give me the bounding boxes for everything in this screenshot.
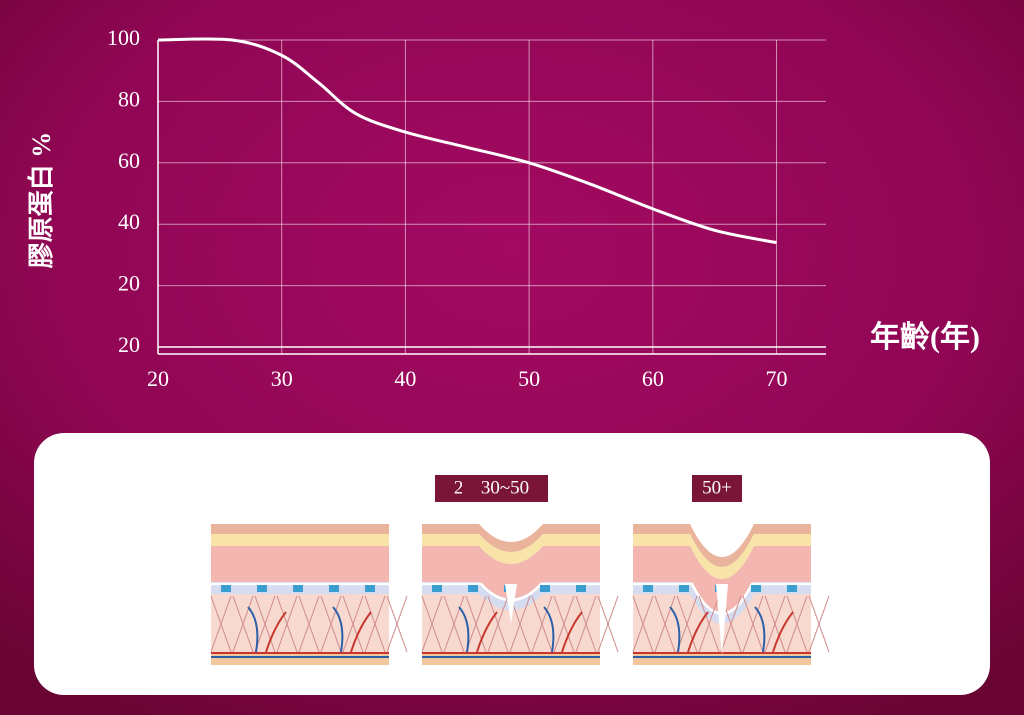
skin-layer [211,534,389,546]
skin-layer [633,546,811,612]
stage-label: 50+ [702,477,732,498]
vessel [669,606,766,653]
skin-cell [293,585,303,592]
fiber [421,595,443,653]
skin-cell [576,585,586,592]
skin-cell [751,585,761,592]
fiber [742,595,764,653]
y-tick-label: 20 [118,271,140,296]
fiber [320,595,342,653]
fiber [487,595,509,653]
skin-layer [633,582,811,624]
skin-cell [468,585,478,592]
skin-fat [633,652,811,665]
skin-cell [221,585,231,592]
skin-cell [540,585,550,592]
x-tick-label: 20 [147,366,169,391]
fiber [465,595,487,653]
skin-layer [633,534,811,579]
wrinkle [716,584,728,656]
x-tick-label: 50 [518,366,540,391]
skin-layer [633,524,811,567]
fiber [254,595,276,653]
x-axis-label: 年齡(年) [870,321,980,354]
skin-cell [329,585,339,592]
skin-layer [422,582,600,611]
stage-label: 30~50 [481,477,529,498]
skin-fat [211,652,389,665]
y-axis-label: 膠原蛋白 % [26,132,56,269]
wrinkle [505,584,517,623]
skin-cell [257,585,267,592]
vessel [265,611,372,653]
fiber [509,595,531,653]
x-tick-label: 40 [394,366,416,391]
skin-layer [422,524,600,552]
fiber [575,595,597,653]
skin-cell [432,585,442,592]
fiber [597,595,619,653]
y-tick-label: 20 [118,332,140,357]
x-tick-label: 60 [642,366,664,391]
fiber [764,595,786,653]
fiber [654,595,676,653]
fiber [276,595,298,653]
stage-label-box [692,475,742,502]
skin-layer [211,546,389,582]
y-tick-label: 80 [118,86,140,111]
fiber [364,595,386,653]
fiber [531,595,553,653]
y-tick-label: 40 [118,209,140,234]
fiber [632,595,654,653]
fiber [553,595,575,653]
fiber [232,595,254,653]
skin-cell [643,585,653,592]
vessel [687,611,794,653]
fiber [210,595,232,653]
fiber [443,595,465,653]
y-tick-label: 100 [107,25,140,50]
fiber [786,595,808,653]
skin-layer [422,546,600,599]
skin-cell [787,585,797,592]
skin-cell [679,585,689,592]
fiber [342,595,364,653]
skin-layer [211,524,389,534]
fiber [298,595,320,653]
fiber [676,595,698,653]
line [157,37,777,245]
skin-cell [365,585,375,592]
x-tick-label: 70 [766,366,788,391]
fiber [386,595,408,653]
fiber [698,595,720,653]
vessel [247,606,344,653]
stage-label-box [462,475,548,502]
vessel [458,606,555,653]
fiber [808,595,830,653]
fiber [720,595,742,653]
skin-fat [422,652,600,665]
skin-layer [422,534,600,564]
y-tick-label: 60 [118,148,140,173]
x-tick-label: 30 [271,366,293,391]
vessel [476,611,583,653]
